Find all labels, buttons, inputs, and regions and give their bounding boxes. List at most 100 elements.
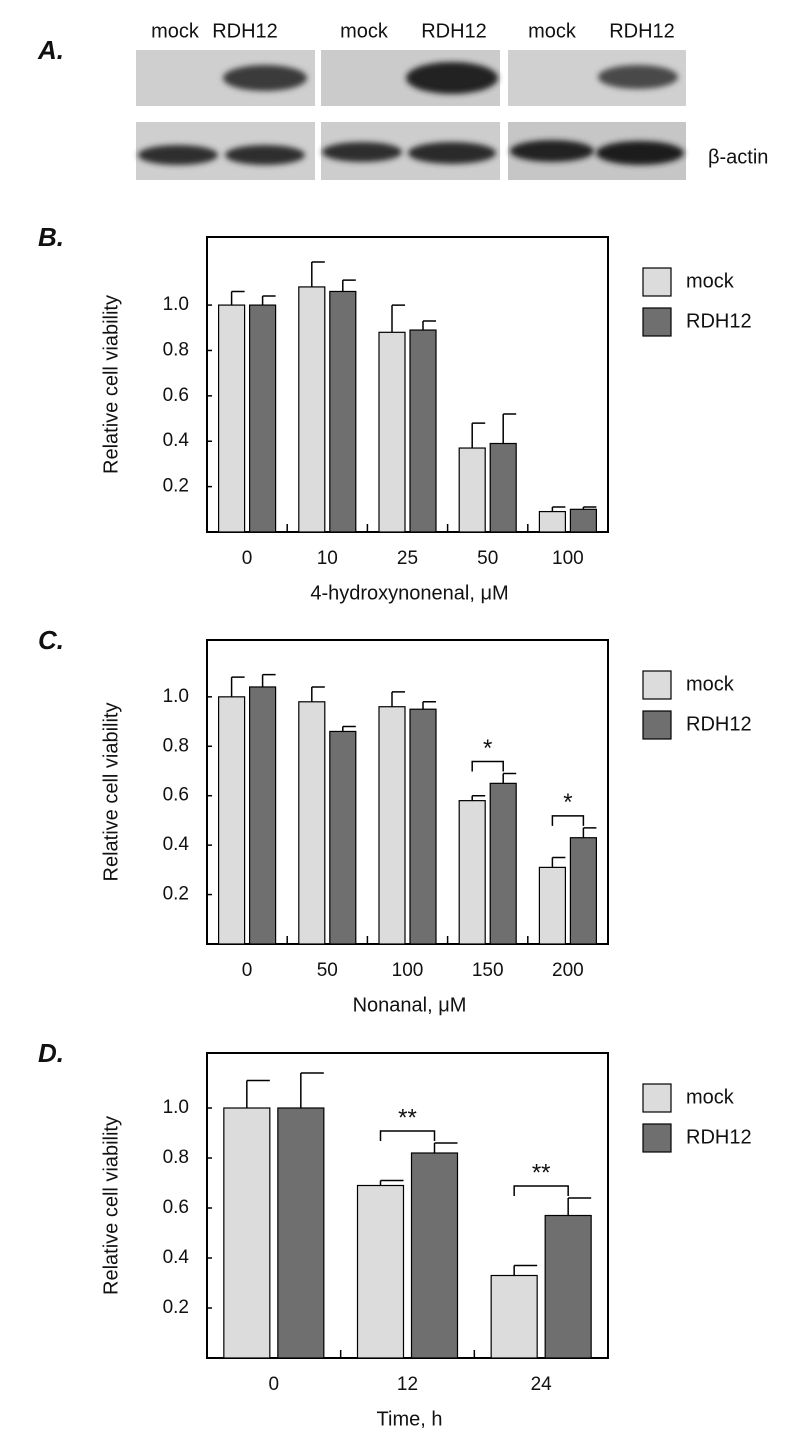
bar bbox=[218, 304, 246, 533]
bar bbox=[489, 782, 517, 945]
bar bbox=[249, 686, 277, 945]
bar bbox=[410, 1152, 459, 1359]
bar bbox=[298, 701, 326, 945]
plot-frame bbox=[206, 1052, 609, 1359]
x-tick-label: 0 bbox=[269, 1374, 280, 1395]
x-tick-label: 0 bbox=[242, 960, 253, 981]
error-bar bbox=[300, 1072, 324, 1108]
y-tick-label: 1.0 bbox=[163, 294, 189, 315]
y-tick-label: 1.0 bbox=[163, 1097, 189, 1118]
x-tick-label: 100 bbox=[552, 548, 584, 569]
significance-label: ** bbox=[398, 1104, 417, 1131]
error-bar bbox=[230, 290, 245, 306]
lane-label: mock bbox=[151, 20, 200, 42]
error-bar bbox=[471, 794, 486, 801]
legend-swatch bbox=[642, 670, 672, 700]
legend-label: mock bbox=[686, 1086, 735, 1108]
x-axis-label: Time, h bbox=[377, 1408, 443, 1430]
bar bbox=[218, 696, 246, 945]
plot-frame bbox=[206, 236, 609, 533]
error-bar bbox=[422, 320, 436, 331]
error-bar bbox=[342, 725, 356, 732]
x-tick-label: 10 bbox=[317, 548, 338, 569]
error-bar bbox=[391, 691, 405, 707]
legend-label: RDH12 bbox=[686, 1126, 752, 1148]
y-axis-label: Relative cell viability bbox=[100, 703, 122, 882]
y-tick-label: 0.2 bbox=[163, 884, 189, 905]
lane-label: mock bbox=[340, 20, 389, 42]
significance-bracket bbox=[471, 760, 504, 772]
error-bar bbox=[502, 413, 517, 444]
x-tick-label: 25 bbox=[397, 548, 418, 569]
y-tick-label: 0.8 bbox=[163, 735, 189, 756]
y-axis-label: Relative cell viability bbox=[100, 1116, 122, 1295]
legend-swatch bbox=[642, 1123, 672, 1153]
x-tick-label: 0 bbox=[242, 548, 253, 569]
legend-swatch bbox=[642, 307, 672, 337]
bar bbox=[569, 508, 598, 533]
y-tick-label: 0.4 bbox=[163, 1247, 190, 1268]
blot-band bbox=[223, 65, 307, 91]
blot-band bbox=[406, 62, 498, 94]
legend-swatch bbox=[642, 267, 672, 297]
error-bar bbox=[422, 701, 436, 710]
y-tick-label: 0.4 bbox=[163, 430, 190, 451]
significance-label: ** bbox=[532, 1159, 551, 1186]
legend-label: mock bbox=[686, 673, 735, 695]
bar bbox=[277, 1107, 325, 1359]
blot-band bbox=[225, 145, 305, 165]
bar bbox=[458, 800, 486, 945]
y-tick-label: 1.0 bbox=[163, 686, 189, 707]
significance-label: * bbox=[563, 789, 572, 816]
y-tick-label: 0.8 bbox=[163, 339, 189, 360]
y-tick-label: 0.6 bbox=[163, 785, 189, 806]
error-bar bbox=[582, 506, 597, 510]
bar bbox=[249, 304, 277, 533]
y-tick-label: 0.8 bbox=[163, 1147, 189, 1168]
bar bbox=[544, 1214, 592, 1359]
bar bbox=[458, 447, 486, 533]
panel-label: D. bbox=[38, 1038, 64, 1068]
error-bar bbox=[471, 422, 486, 449]
legend-label: RDH12 bbox=[686, 713, 752, 735]
x-tick-label: 12 bbox=[397, 1374, 418, 1395]
legend-swatch bbox=[642, 710, 672, 740]
error-bar bbox=[311, 261, 325, 287]
lane-label: RDH12 bbox=[421, 20, 487, 42]
bar bbox=[356, 1184, 405, 1359]
bar bbox=[409, 708, 437, 945]
legend-label: mock bbox=[686, 270, 735, 292]
y-tick-label: 0.2 bbox=[163, 1297, 189, 1318]
significance-label: * bbox=[483, 735, 492, 762]
error-bar bbox=[311, 686, 325, 702]
blot-band bbox=[596, 141, 684, 165]
panel-label: B. bbox=[38, 222, 64, 252]
plot-frame bbox=[206, 639, 609, 945]
bar bbox=[298, 286, 326, 533]
loading-control-label: β-actin bbox=[708, 146, 768, 168]
blot-band bbox=[598, 65, 678, 89]
significance-bracket bbox=[379, 1130, 436, 1141]
error-bar bbox=[379, 1179, 404, 1186]
error-bar bbox=[502, 772, 517, 784]
x-tick-label: 100 bbox=[392, 960, 424, 981]
x-axis-label: Nonanal, μM bbox=[353, 994, 467, 1016]
error-bar bbox=[567, 1197, 592, 1216]
blot-band bbox=[138, 145, 218, 165]
legend-swatch bbox=[642, 1083, 672, 1113]
blot-band bbox=[322, 142, 402, 162]
lane-label: RDH12 bbox=[212, 20, 278, 42]
blot-band bbox=[408, 142, 496, 164]
error-bar bbox=[582, 827, 597, 838]
bar bbox=[329, 730, 357, 945]
error-bar bbox=[261, 295, 276, 306]
error-bar bbox=[551, 506, 566, 512]
bar bbox=[489, 442, 517, 533]
bar bbox=[538, 510, 567, 533]
legend-label: RDH12 bbox=[686, 310, 752, 332]
bar bbox=[378, 331, 406, 533]
bar bbox=[569, 837, 598, 945]
lane-label: mock bbox=[528, 20, 577, 42]
